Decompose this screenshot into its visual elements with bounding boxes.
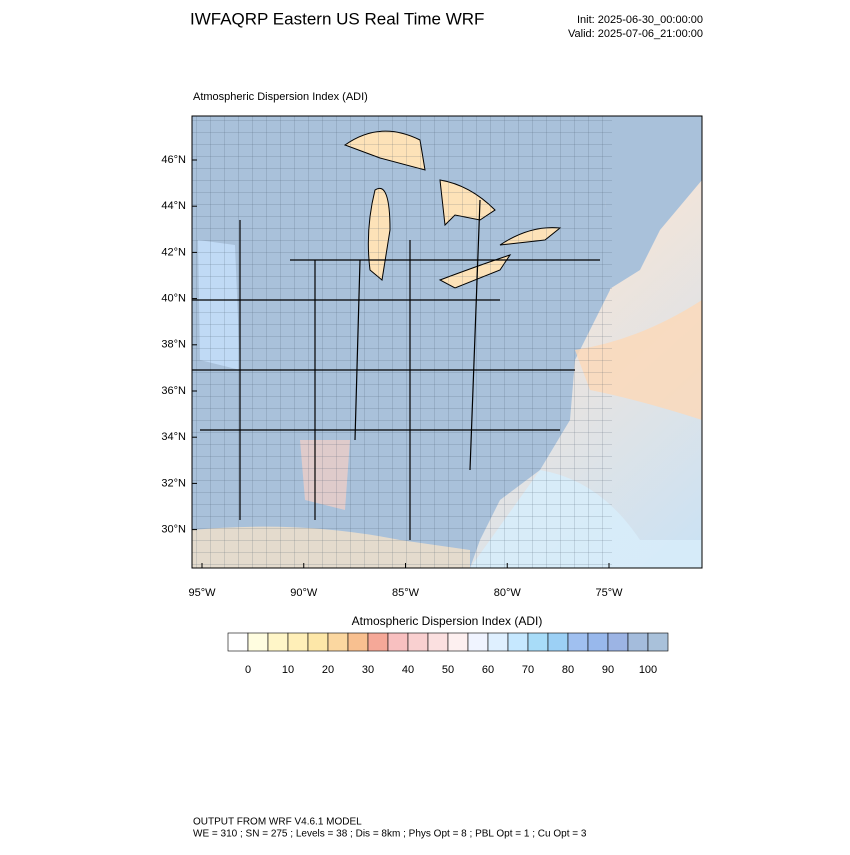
lon-label: 80°W [494, 587, 522, 599]
colorbar-label: 20 [322, 664, 334, 676]
colorbar-box [647, 632, 669, 652]
colorbar-box [527, 632, 549, 652]
colorbar-label: 100 [639, 664, 657, 676]
colorbar-box [447, 632, 469, 652]
colorbar-title: Atmospheric Dispersion Index (ADI) [352, 614, 543, 628]
colorbar-box [627, 632, 649, 652]
lat-label: 30°N [161, 524, 186, 536]
lat-label: 38°N [161, 339, 186, 351]
init-time: Init: 2025-06-30_00:00:00 [577, 14, 703, 26]
colorbar-label: 70 [522, 664, 534, 676]
colorbar-label: 10 [282, 664, 294, 676]
colorbar-box [227, 632, 249, 652]
colorbar-box [427, 632, 449, 652]
colorbar-label: 40 [402, 664, 414, 676]
colorbar-label: 90 [602, 664, 614, 676]
colorbar-label: 50 [442, 664, 454, 676]
colorbar-label: 80 [562, 664, 574, 676]
map-axes: 46°N 44°N 42°N 40°N 38°N 36°N 34°N 32°N 30°N 95°W… [161, 154, 623, 599]
map [192, 116, 702, 568]
map-subtitle: Atmospheric Dispersion Index (ADI) [193, 91, 368, 103]
colorbar-box [567, 632, 589, 652]
colorbar-box [387, 632, 409, 652]
colorbar-label: 0 [245, 664, 251, 676]
colorbar: 0 10 20 30 40 50 60 70 80 90 100 [227, 632, 669, 676]
lon-label: 85°W [392, 587, 420, 599]
map-frame [191, 115, 703, 569]
lon-label: 90°W [290, 587, 318, 599]
lat-label: 36°N [161, 385, 186, 397]
lat-label: 34°N [161, 431, 186, 443]
title: IWFAQRP Eastern US Real Time WRF [190, 9, 484, 28]
colorbar-box [587, 632, 609, 652]
lat-label: 40°N [161, 293, 186, 305]
colorbar-box [507, 632, 529, 652]
colorbar-box [607, 632, 629, 652]
colorbar-box [467, 632, 489, 652]
colorbar-box [407, 632, 429, 652]
colorbar-box [547, 632, 569, 652]
valid-time: Valid: 2025-07-06_21:00:00 [568, 28, 703, 40]
colorbar-box [347, 632, 369, 652]
colorbar-box [307, 632, 329, 652]
lat-label: 42°N [161, 246, 186, 258]
footer-line: OUTPUT FROM WRF V4.6.1 MODEL [193, 817, 362, 828]
footer-line: WE = 310 ; SN = 275 ; Levels = 38 ; Dis … [193, 829, 587, 840]
lat-label: 44°N [161, 200, 186, 212]
lat-label: 46°N [161, 154, 186, 166]
colorbar-label: 60 [482, 664, 494, 676]
colorbar-label: 30 [362, 664, 374, 676]
lon-label: 95°W [188, 587, 216, 599]
colorbar-box [247, 632, 269, 652]
lon-label: 75°W [595, 587, 623, 599]
lat-label: 32°N [161, 477, 186, 489]
colorbar-box [287, 632, 309, 652]
colorbar-box [367, 632, 389, 652]
colorbar-box [327, 632, 349, 652]
colorbar-box [487, 632, 509, 652]
colorbar-box [267, 632, 289, 652]
